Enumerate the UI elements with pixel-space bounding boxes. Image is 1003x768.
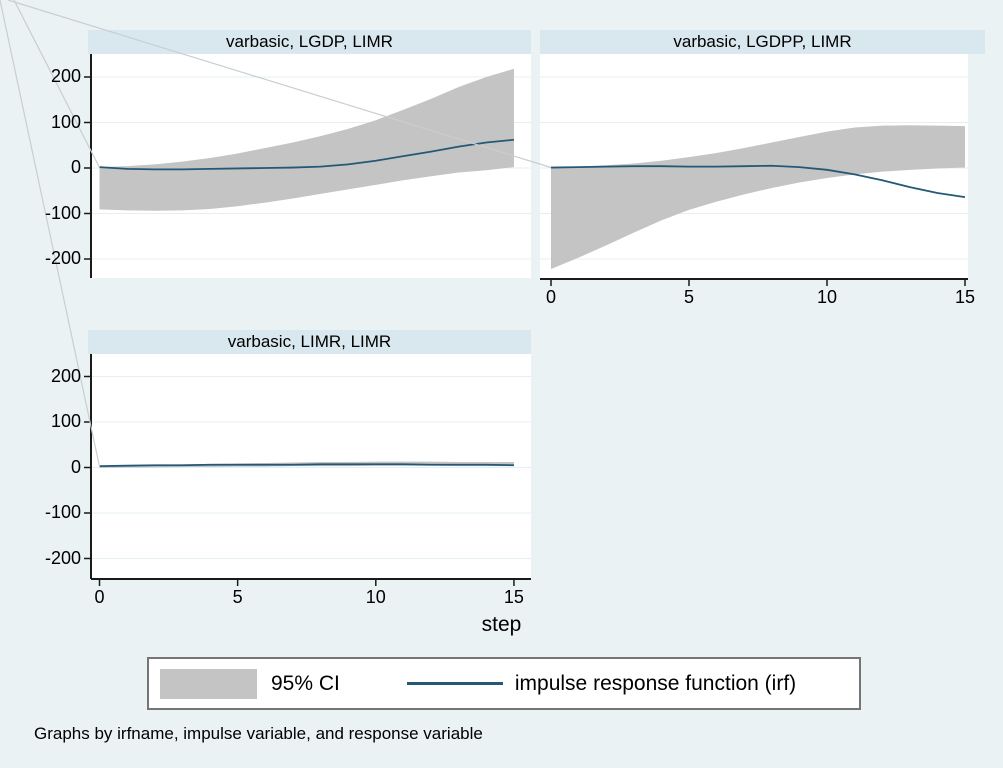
y-tick-label: 0	[70, 157, 81, 177]
panel-title-varbasic-lgdpp-limr: varbasic, LGDPP, LIMR	[540, 30, 985, 54]
plot-area-varbasic-lgdp-limr	[84, 54, 531, 278]
plot-area-varbasic-lgdpp-limr	[540, 54, 968, 286]
x-tick-label: 5	[683, 287, 694, 307]
x-tick-label: 15	[503, 587, 524, 607]
y-tick-label: 100	[50, 111, 81, 132]
y-tick-label: -200	[44, 248, 81, 268]
x-tick-label: 10	[816, 287, 838, 307]
x-tick-label: 15	[954, 287, 976, 307]
graph-caption: Graphs by irfname, impulse variable, and…	[34, 724, 483, 743]
y-tick-label: 200	[50, 66, 81, 86]
panel-title-varbasic-limr-limr: varbasic, LIMR, LIMR	[88, 330, 531, 354]
y-tick-label: 100	[50, 411, 81, 431]
x-axis-title: step	[481, 613, 522, 636]
ci-color-swatch	[160, 668, 257, 699]
y-tick-label: -200	[44, 547, 81, 568]
y-tick-label: -100	[44, 502, 81, 522]
plot-area-varbasic-limr-limr	[84, 354, 531, 586]
y-tick-label: 200	[50, 365, 81, 386]
y-tick-label: 0	[70, 456, 81, 477]
x-tick-label: 0	[545, 287, 556, 307]
x-tick-label: 0	[94, 587, 105, 607]
x-tick-label: 10	[365, 587, 386, 607]
legend-ci-label: 95% CI	[271, 671, 340, 695]
x-tick-label: 5	[232, 587, 243, 607]
legend-irf-label: impulse response function (irf)	[514, 671, 797, 695]
panel-title-varbasic-lgdp-limr: varbasic, LGDP, LIMR	[88, 30, 531, 54]
irf-line	[550, 164, 966, 199]
irf-line-swatch	[406, 682, 503, 685]
confidence-band	[551, 125, 965, 270]
y-tick-label: -100	[44, 202, 81, 223]
irf-line	[99, 463, 514, 468]
legend-box: 95% CI impulse response function (irf)	[147, 657, 861, 710]
